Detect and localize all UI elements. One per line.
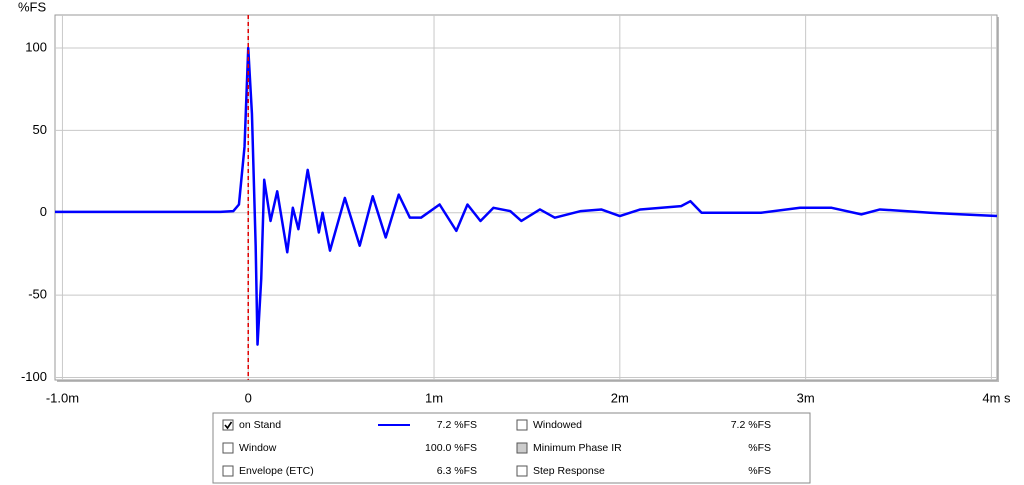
- data-line: [55, 46, 998, 346]
- checkbox: [516, 442, 528, 454]
- legend-readout: %FS: [748, 442, 771, 454]
- checkbox: [516, 465, 528, 477]
- legend-label: Minimum Phase IR: [533, 442, 622, 454]
- legend: on Stand 7.2 %FS Window 100.0 %FS Envelope (…: [222, 419, 771, 477]
- x-tick-label: 0: [245, 390, 252, 405]
- y-tick-label: 50: [33, 122, 47, 137]
- plot-area: [54, 14, 998, 381]
- x-tick-label: 4m: [982, 390, 1000, 405]
- checkmark: [224, 421, 233, 430]
- checkbox: [516, 419, 528, 431]
- checkbox: [222, 465, 234, 477]
- y-tick-label: -100: [21, 369, 47, 384]
- x-tick-label: -1.0m: [46, 390, 79, 405]
- y-axis-label: %FS: [18, 0, 47, 14]
- legend-label: Envelope (ETC): [239, 465, 314, 477]
- y-tick-label: -50: [28, 287, 47, 302]
- legend-readout: 100.0 %FS: [425, 442, 477, 454]
- x-tick-label: 1m: [425, 390, 443, 405]
- checkbox: [222, 419, 234, 431]
- legend-readout: 7.2 %FS: [437, 419, 477, 431]
- legend-readout: %FS: [748, 465, 771, 477]
- legend-label: Windowed: [533, 419, 582, 431]
- x-axis-unit: s: [1004, 390, 1011, 405]
- checkbox: [222, 442, 234, 454]
- legend-readout: 7.2 %FS: [731, 419, 771, 431]
- legend-readout: 6.3 %FS: [437, 465, 477, 477]
- legend-box: [212, 412, 811, 484]
- x-tick-label: 3m: [797, 390, 815, 405]
- y-tick-label: 0: [40, 204, 47, 219]
- y-tick-label: 100: [25, 39, 47, 54]
- legend-label: on Stand: [239, 419, 281, 431]
- legend-label: Window: [239, 442, 277, 454]
- legend-label: Step Response: [533, 465, 605, 477]
- x-tick-label: 2m: [611, 390, 629, 405]
